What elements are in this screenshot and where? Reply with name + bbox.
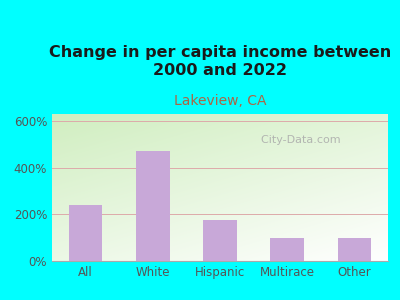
Bar <box>136 151 170 261</box>
Text: City-Data.com: City-Data.com <box>254 136 340 146</box>
Bar <box>203 220 237 261</box>
Bar <box>338 238 371 261</box>
Title: Change in per capita income between
2000 and 2022: Change in per capita income between 2000… <box>49 44 391 78</box>
Bar <box>69 205 102 261</box>
Text: Lakeview, CA: Lakeview, CA <box>174 94 266 108</box>
Bar <box>270 238 304 261</box>
